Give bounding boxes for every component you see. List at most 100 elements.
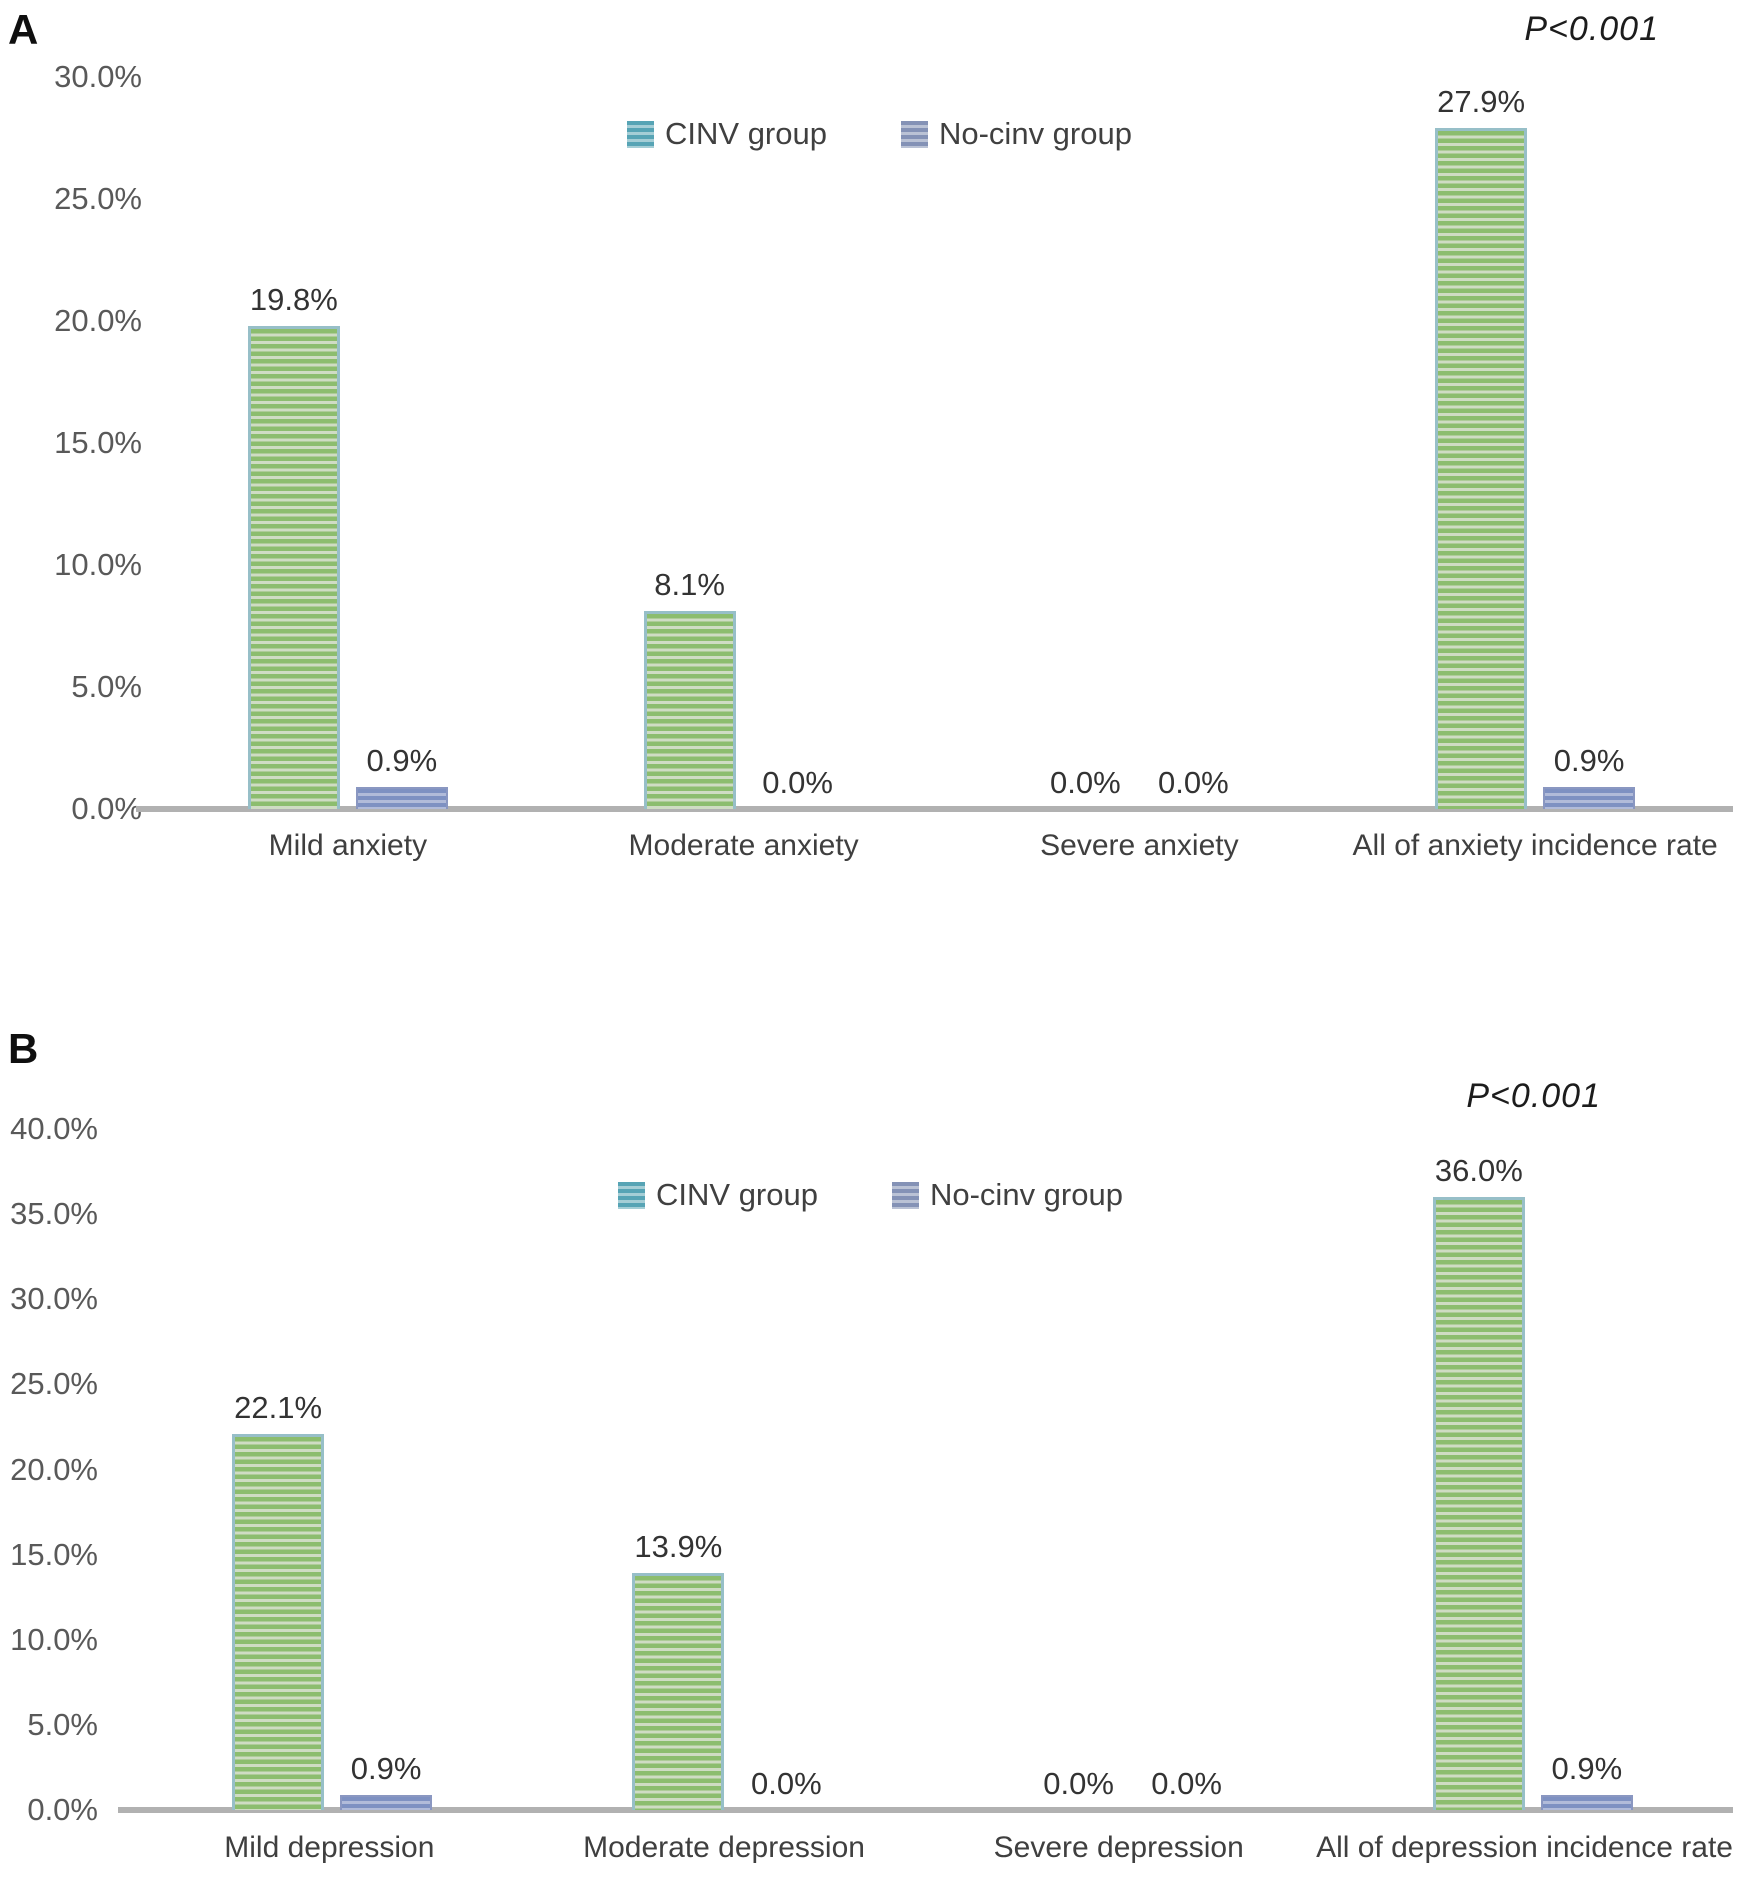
p-value-annotation: P<0.001	[1524, 10, 1659, 48]
cinv-bar	[247, 325, 340, 809]
panel-a-label: A	[8, 6, 39, 53]
x-axis-category-label: All of depression incidence rate	[1316, 1831, 1733, 1864]
cinv-bar	[232, 1433, 325, 1810]
x-axis-labels: Mild anxiety Moderate anxiety Severe anxie…	[150, 829, 1733, 863]
bar-value-label: 36.0%	[1434, 1153, 1523, 1189]
y-axis: 30.0% 25.0% 20.0% 15.0% 10.0% 5.0% 0.0%	[0, 59, 142, 826]
legend-item-nocinv: No-cinv group	[891, 1177, 1123, 1213]
bar-slot: 0.0%	[752, 765, 844, 809]
bar-slot: 0.0%	[1141, 1766, 1233, 1810]
x-axis-category-label: Mild anxiety	[268, 829, 428, 862]
category-group: 0.0% 0.0%	[933, 1129, 1333, 1810]
bar-slot: 0.0%	[1033, 1766, 1125, 1810]
no-cinv-swatch-icon	[900, 120, 928, 148]
y-axis-tick-label: 0.0%	[27, 1792, 98, 1827]
panel-b-label: B	[8, 1025, 39, 1072]
bar-value-label: 19.8%	[249, 281, 338, 317]
cinv-bar	[1432, 1197, 1525, 1810]
bar-value-label: 0.0%	[1158, 765, 1229, 800]
y-axis-tick-label: 10.0%	[10, 1621, 98, 1657]
panel-b-depression-chart: B P<0.001 CINV group No-cinv group 40.0%…	[0, 1019, 1759, 1879]
bar-value-label: 22.1%	[234, 1389, 323, 1425]
y-axis-tick-label: 40.0%	[10, 1111, 98, 1146]
x-axis-category-label: Moderate anxiety	[628, 829, 859, 862]
bar-slot: 0.9%	[340, 1750, 433, 1810]
y-axis-tick-label: 30.0%	[10, 1281, 98, 1317]
category-group: 27.9% 0.9%	[1337, 77, 1733, 809]
bar-slot: 22.1%	[232, 1389, 325, 1810]
bar-value-label: 0.0%	[1043, 1766, 1114, 1801]
plot-area: 22.1% 0.9% 13.9% 0.0% 0.0% 0.0% 36.0% 0.9%	[118, 1129, 1733, 1813]
bar-slot: 0.0%	[740, 1766, 832, 1810]
cinv-bar	[1435, 128, 1528, 809]
y-axis-tick-label: 20.0%	[54, 303, 142, 338]
y-axis: 40.0% 35.0% 30.0% 25.0% 20.0% 15.0% 10.0% 5.0% 0…	[0, 1111, 98, 1827]
bar-value-label: 0.9%	[1553, 743, 1625, 779]
x-axis-category-label: Severe depression	[993, 1831, 1244, 1864]
no-cinv-bar	[355, 787, 448, 809]
legend-label-nocinv: No-cinv group	[938, 116, 1132, 151]
bar-slot: 13.9%	[632, 1529, 725, 1810]
category-group: 36.0% 0.9%	[1333, 1129, 1733, 1810]
x-axis-line	[136, 806, 1733, 812]
no-cinv-bar	[340, 1794, 433, 1810]
legend-item-nocinv: No-cinv group	[900, 116, 1132, 152]
panel-a-anxiety-chart: A P<0.001 CINV group No-cinv group 30.0%…	[0, 6, 1733, 863]
bar-value-label: 0.9%	[366, 743, 438, 779]
y-axis-tick-label: 35.0%	[10, 1196, 98, 1232]
y-axis-tick-label: 30.0%	[54, 59, 142, 94]
y-axis-tick-label: 15.0%	[54, 425, 142, 460]
cinv-swatch-icon	[618, 1181, 646, 1209]
x-axis-category-label: Severe anxiety	[1040, 829, 1239, 862]
x-axis-line	[118, 1807, 1733, 1813]
bar-value-label: 0.9%	[1551, 1750, 1623, 1786]
bar-value-label: 0.0%	[1151, 1766, 1222, 1801]
y-axis-tick-label: 20.0%	[10, 1451, 98, 1487]
y-axis-tick-label: 5.0%	[27, 1706, 98, 1742]
cinv-bar	[632, 1573, 725, 1810]
bar-slot: 0.9%	[1543, 743, 1636, 809]
category-group: 0.0% 0.0%	[942, 77, 1338, 809]
category-group: 22.1% 0.9%	[132, 1129, 532, 1810]
y-axis-tick-label: 25.0%	[10, 1366, 98, 1402]
legend: CINV group No-cinv group	[88, 116, 1671, 152]
bar-slot: 8.1%	[643, 567, 736, 809]
x-axis-category-label: Moderate depression	[583, 1831, 865, 1864]
cinv-bar	[643, 611, 736, 809]
bar-slot: 36.0%	[1432, 1153, 1525, 1810]
legend-label-cinv: CINV group	[656, 1177, 818, 1212]
bar-groups: 22.1% 0.9% 13.9% 0.0% 0.0% 0.0% 36.0% 0.9%	[132, 1129, 1733, 1810]
plot-area: 19.8% 0.9% 8.1% 0.0% 0.0% 0.0% 27.9% 0.9%	[136, 77, 1733, 812]
y-axis-tick-label: 0.0%	[71, 791, 142, 826]
category-group: 8.1% 0.0%	[546, 77, 942, 809]
legend-item-cinv: CINV group	[618, 1177, 818, 1213]
x-axis-category-label: All of anxiety incidence rate	[1352, 829, 1718, 862]
x-axis-category-label: Mild depression	[224, 1831, 435, 1864]
no-cinv-bar	[1540, 1794, 1633, 1810]
bar-value-label: 13.9%	[634, 1529, 723, 1565]
no-cinv-bar	[1543, 787, 1636, 809]
bar-groups: 19.8% 0.9% 8.1% 0.0% 0.0% 0.0% 27.9% 0.9%	[150, 77, 1733, 809]
y-axis-tick-label: 15.0%	[10, 1536, 98, 1572]
legend-label-nocinv: No-cinv group	[929, 1177, 1123, 1212]
bar-slot: 0.9%	[1540, 1750, 1633, 1810]
bar-slot: 0.9%	[355, 743, 448, 809]
bar-value-label: 0.9%	[350, 1750, 422, 1786]
bar-slot: 19.8%	[247, 281, 340, 809]
bar-value-label: 0.0%	[751, 1766, 822, 1801]
category-group: 19.8% 0.9%	[150, 77, 546, 809]
y-axis-tick-label: 5.0%	[71, 669, 142, 704]
legend-item-cinv: CINV group	[627, 116, 827, 152]
cinv-swatch-icon	[627, 120, 655, 148]
p-value-annotation: P<0.001	[1466, 1077, 1601, 1115]
bar-value-label: 0.0%	[1050, 765, 1121, 800]
bar-value-label: 8.1%	[654, 567, 725, 603]
bar-slot: 27.9%	[1435, 84, 1528, 809]
legend-label-cinv: CINV group	[665, 116, 827, 151]
bar-slot: 0.0%	[1147, 765, 1239, 809]
y-axis-tick-label: 10.0%	[54, 547, 142, 582]
no-cinv-swatch-icon	[891, 1181, 919, 1209]
bar-value-label: 0.0%	[762, 765, 833, 800]
y-axis-tick-label: 25.0%	[54, 181, 142, 216]
